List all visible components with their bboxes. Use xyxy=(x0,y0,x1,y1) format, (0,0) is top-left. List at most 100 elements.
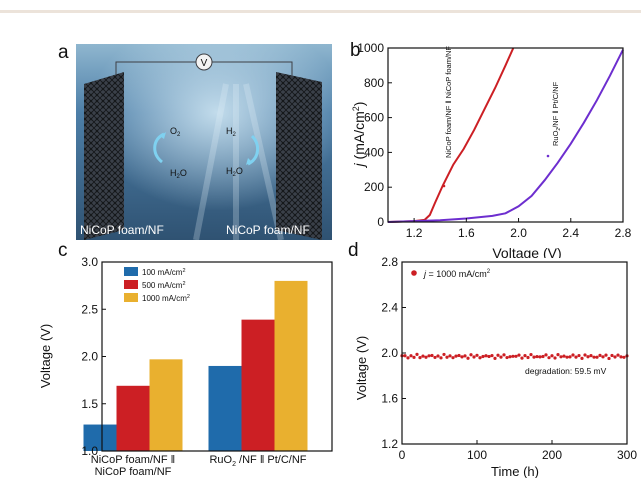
group-label-2: RuO2 /NF ǁ Pt/C/NF xyxy=(209,454,306,468)
y-tick-label: 2.5 xyxy=(81,302,98,316)
y-tick-label: 2.8 xyxy=(381,256,398,269)
polarization-curve-chart: 1.2 1.6 2.0 2.4 2.8 0 200 400 600 800 1000 NiCoP f… xyxy=(351,41,632,258)
series-label-nicop: NiCoP foam/NF ǁ NiCoP foam/NF xyxy=(444,46,453,158)
data-point xyxy=(547,356,551,360)
data-point xyxy=(505,355,509,360)
data-point xyxy=(412,355,416,359)
bar xyxy=(83,424,117,451)
data-point xyxy=(553,356,557,360)
plot-frame xyxy=(401,261,628,445)
data-point xyxy=(580,356,584,360)
data-point xyxy=(523,354,527,358)
data-point xyxy=(589,353,593,358)
data-point xyxy=(571,353,575,357)
legend-label: j = 1000 mA/cm2 xyxy=(423,269,491,279)
data-point xyxy=(535,354,539,359)
voltage-bar-chart: 1.0 1.5 2.0 2.5 3.0 Voltage (V) NiCoP foam/N… xyxy=(38,256,333,478)
data-point xyxy=(595,355,599,359)
legend-swatch-1000 xyxy=(124,293,138,302)
data-point xyxy=(604,353,608,357)
bar xyxy=(274,280,308,451)
data-point xyxy=(481,354,485,359)
right-electrode-label: NiCoP foam/NF xyxy=(226,223,310,237)
data-point xyxy=(487,354,491,359)
voltmeter-label: V xyxy=(201,58,208,69)
data-point xyxy=(454,354,458,358)
x-tick-label: 200 xyxy=(542,448,562,462)
y-tick-label: 1000 xyxy=(357,41,384,55)
degradation-annotation: degradation: 59.5 mV xyxy=(525,366,607,376)
data-point xyxy=(451,356,455,360)
data-point xyxy=(502,353,506,357)
panel-label-a: a xyxy=(58,42,69,63)
data-point xyxy=(514,354,518,358)
data-point xyxy=(559,355,563,359)
legend-swatch-500 xyxy=(124,280,138,289)
data-point xyxy=(406,356,410,360)
data-point xyxy=(610,353,614,358)
data-point xyxy=(457,353,461,358)
y-tick-label: 2.0 xyxy=(81,350,98,364)
header-rule xyxy=(0,10,641,13)
data-point xyxy=(592,355,596,359)
group-label-1-line1: NiCoP foam/NF ǁ xyxy=(91,454,175,466)
legend: 100 mA/cm2 500 mA/cm2 1000 mA/cm2 xyxy=(124,267,190,303)
data-point xyxy=(460,355,464,359)
data-point xyxy=(427,354,431,358)
y-tick-label: 1.2 xyxy=(381,437,398,451)
x-tick-label: 2.4 xyxy=(562,226,579,240)
y-tick-label: 3.0 xyxy=(81,256,98,269)
data-point xyxy=(499,355,503,359)
panel-label-d: d xyxy=(348,240,359,261)
data-point xyxy=(544,353,548,357)
y-tick-label: 0 xyxy=(377,215,384,229)
series-marker-ruo2 xyxy=(546,154,550,158)
data-point xyxy=(415,352,419,357)
data-point xyxy=(484,354,488,358)
legend-label-1000: 1000 mA/cm2 xyxy=(142,294,190,303)
data-point xyxy=(532,355,536,359)
data-point xyxy=(433,355,437,360)
data-point xyxy=(448,354,452,358)
bar xyxy=(116,385,150,451)
y-tick-label: 1.6 xyxy=(381,392,398,406)
legend-label-100: 100 mA/cm2 xyxy=(142,268,186,277)
data-point xyxy=(493,356,497,360)
voltmeter-icon xyxy=(195,53,213,71)
data-point xyxy=(418,356,422,360)
y-axis-title: Voltage (V) xyxy=(38,324,53,388)
x-tick-label: 2.8 xyxy=(615,226,632,240)
x-axis-title: Voltage (V) xyxy=(492,245,561,258)
series-line-ruo2 xyxy=(387,49,624,223)
legend-label-500: 500 mA/cm2 xyxy=(142,281,186,290)
left-electrode xyxy=(84,72,124,240)
data-point xyxy=(529,352,533,357)
panel-label-c: c xyxy=(58,240,68,261)
left-water-label: H2O xyxy=(170,168,187,180)
left-gas-label: O2 xyxy=(170,126,181,138)
x-tick-label: 1.6 xyxy=(458,226,475,240)
data-point xyxy=(424,355,428,359)
data-point xyxy=(538,355,542,359)
data-point xyxy=(574,355,578,359)
right-electrode xyxy=(276,72,322,240)
x-tick-label: 2.0 xyxy=(510,226,527,240)
panel-label-b: b xyxy=(350,40,361,61)
x-tick-label: 100 xyxy=(467,448,487,462)
data-point xyxy=(601,355,605,359)
left-electrode-label: NiCoP foam/NF xyxy=(80,223,164,237)
data-point xyxy=(577,353,581,358)
data-point xyxy=(541,354,545,359)
data-point xyxy=(469,353,473,357)
x-tick-label: 0 xyxy=(399,448,406,462)
y-tick-label: 800 xyxy=(364,76,384,90)
legend-swatch-100 xyxy=(124,267,138,276)
group-label-1-line2: NiCoP foam/NF xyxy=(95,466,172,478)
data-point xyxy=(565,355,569,359)
bar xyxy=(149,359,183,451)
data-point xyxy=(403,354,407,358)
data-point xyxy=(562,354,566,358)
legend-marker xyxy=(411,270,417,276)
data-point xyxy=(496,353,500,357)
y-axis-title: Voltage (V) xyxy=(354,336,369,400)
